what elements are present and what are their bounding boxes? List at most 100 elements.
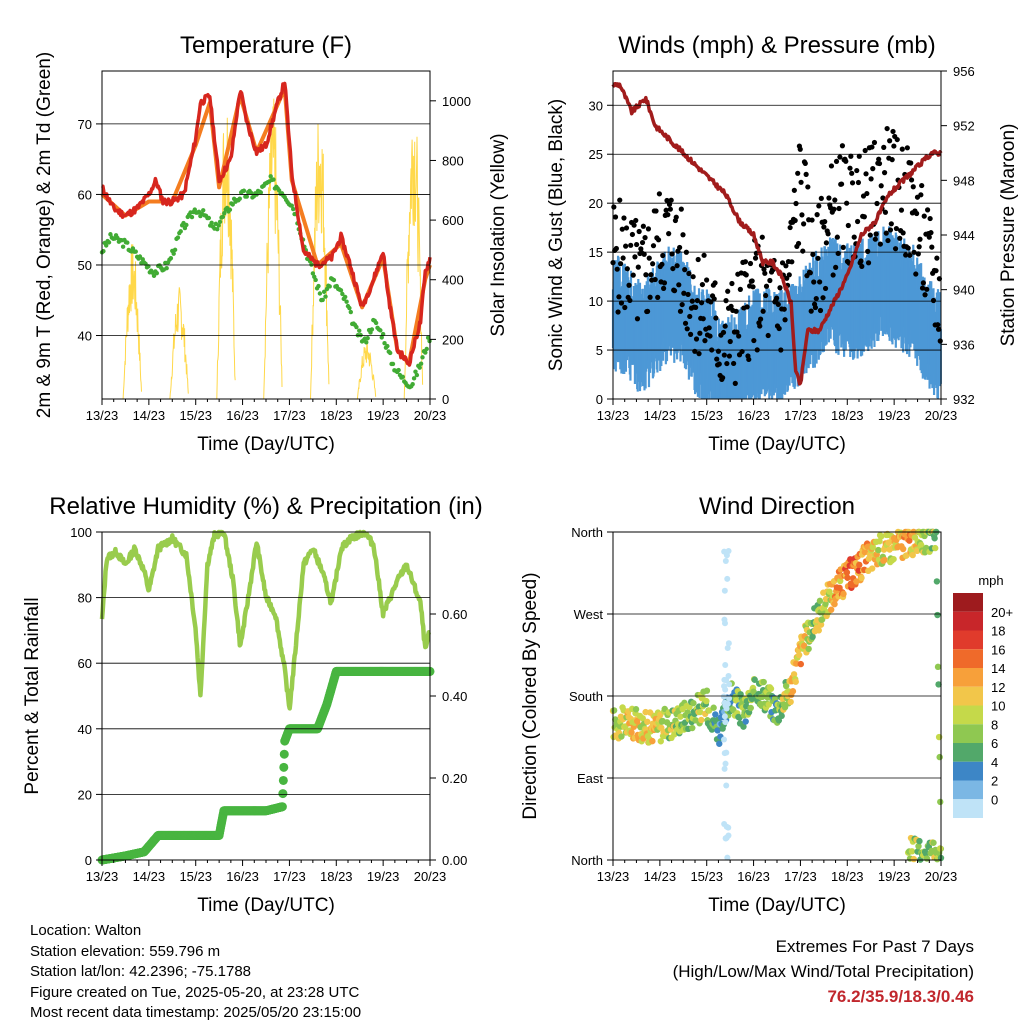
- x-tick-label: 15/23: [690, 408, 723, 423]
- dewpoint-point: [365, 335, 370, 341]
- colorbar-label: 6: [991, 736, 998, 751]
- gust-point: [838, 181, 845, 187]
- direction-point: [724, 645, 731, 652]
- gust-point: [732, 380, 738, 386]
- gust-point: [849, 180, 856, 186]
- dewpoint-point: [347, 305, 352, 311]
- gust-point: [695, 256, 701, 263]
- y-tick-label: 100: [70, 525, 92, 540]
- gust-point: [904, 145, 910, 151]
- colorbar-label: 8: [991, 717, 998, 732]
- gust-point: [728, 303, 734, 309]
- colorbar-label: 0: [991, 792, 998, 807]
- dewpoint-point: [258, 190, 264, 195]
- gust-point: [744, 304, 750, 310]
- x-tick-label: 16/23: [737, 408, 770, 423]
- y-tick-label: West: [574, 607, 604, 622]
- x-tick-label: 15/23: [690, 869, 723, 884]
- gust-point: [930, 297, 937, 304]
- gust-point: [878, 183, 884, 189]
- direction-point: [710, 704, 717, 711]
- gust-point: [634, 241, 640, 248]
- gust-point: [630, 272, 636, 278]
- gust-point: [777, 285, 783, 291]
- dewpoint-point: [108, 232, 113, 237]
- dewpoint-point: [321, 289, 327, 294]
- dewpoint-point: [327, 284, 332, 289]
- x-tick-label: 16/23: [226, 869, 259, 884]
- x-tick-label: 16/23: [226, 408, 259, 423]
- direction-point: [931, 535, 938, 542]
- direction-point: [937, 798, 944, 806]
- gust-point: [712, 280, 718, 286]
- insolation-trace: [403, 136, 424, 400]
- direction-point: [805, 645, 812, 653]
- gust-point: [840, 244, 846, 250]
- dewpoint-point: [423, 350, 428, 355]
- gust-point: [618, 300, 625, 306]
- extremes-subheading: (High/Low/Max Wind/Total Precipitation): [672, 962, 974, 981]
- y2-tick-label: 940: [953, 283, 975, 298]
- direction-point: [720, 736, 727, 743]
- dewpoint-point: [348, 309, 354, 315]
- gust-point: [791, 187, 797, 193]
- direction-point: [826, 588, 833, 595]
- gust-point: [720, 329, 727, 336]
- precip-point: [278, 775, 288, 785]
- direction-point: [878, 533, 885, 540]
- gust-point: [820, 295, 826, 301]
- gust-point: [855, 179, 862, 186]
- dewpoint-point: [290, 206, 296, 212]
- gust-point: [742, 259, 749, 265]
- gust-point: [731, 360, 737, 367]
- gust-point: [636, 228, 642, 235]
- extremes-value: 76.2/35.9/18.3/0.46: [827, 987, 974, 1006]
- y2-tick-label: 200: [442, 332, 464, 347]
- direction-point: [720, 693, 727, 700]
- direction-point: [930, 839, 937, 846]
- direction-point: [787, 698, 794, 706]
- insolation-trace: [169, 287, 189, 400]
- gust-point: [907, 252, 913, 258]
- pressure-line: [611, 81, 943, 386]
- colorbar-label: 2: [991, 774, 998, 789]
- direction-point: [723, 823, 730, 830]
- colorbar-swatch: [953, 780, 983, 800]
- direction-point: [724, 700, 731, 707]
- gust-point: [837, 154, 843, 160]
- dewpoint-point: [215, 226, 220, 232]
- colorbar-label: 16: [991, 642, 1005, 657]
- gust-point: [632, 254, 638, 260]
- gust-point: [919, 285, 926, 291]
- gust-point: [872, 236, 878, 242]
- gust-point: [891, 143, 897, 149]
- gust-point: [676, 282, 682, 288]
- colorbar-label: 14: [991, 661, 1005, 676]
- direction-point: [909, 551, 916, 559]
- gust-point: [644, 308, 651, 314]
- gust-point: [617, 261, 624, 267]
- gust-point: [682, 267, 688, 273]
- gust-point: [667, 206, 673, 212]
- direction-point: [677, 713, 684, 720]
- gust-point: [681, 290, 687, 296]
- dewpoint-point: [171, 251, 176, 256]
- x-tick-label: 14/23: [133, 869, 166, 884]
- direction-point: [936, 845, 944, 852]
- gust-point: [924, 286, 930, 292]
- dewpoint-point: [340, 291, 345, 297]
- direction-point: [767, 685, 775, 692]
- direction-point: [726, 695, 733, 702]
- chart-title: Temperature (F): [180, 32, 352, 59]
- gust-point: [650, 243, 657, 249]
- gust-point: [614, 266, 620, 272]
- gust-point: [620, 255, 626, 261]
- gust-point: [795, 170, 801, 176]
- gust-point: [894, 136, 900, 143]
- gust-point: [881, 144, 887, 150]
- gust-point: [641, 251, 647, 257]
- direction-point: [916, 837, 923, 845]
- gust-point: [805, 184, 811, 190]
- dewpoint-point: [400, 374, 406, 380]
- direction-point: [876, 538, 883, 545]
